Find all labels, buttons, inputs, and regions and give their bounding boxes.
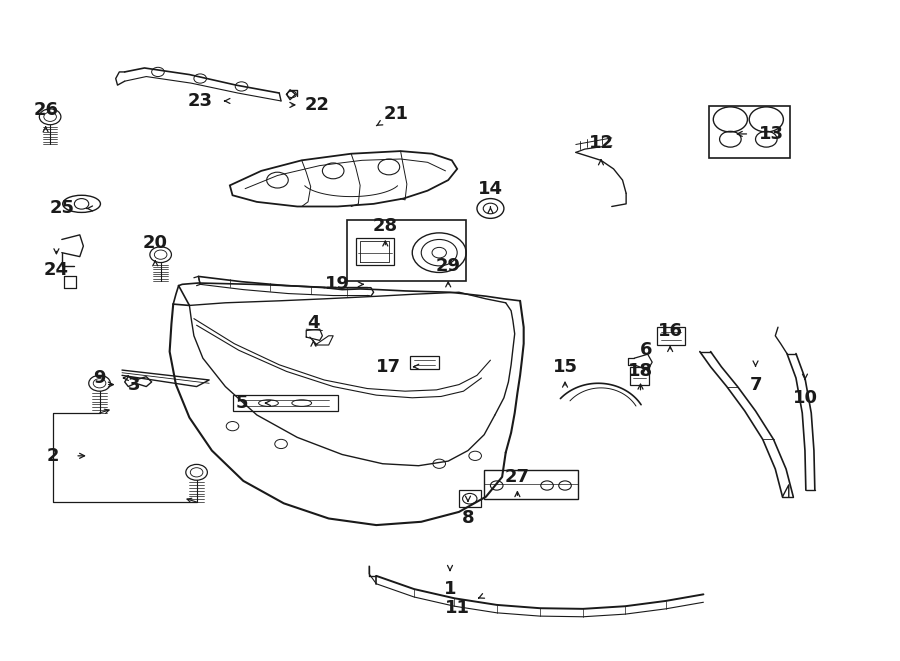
Text: 16: 16 bbox=[658, 321, 683, 340]
Text: 28: 28 bbox=[373, 217, 398, 235]
Text: 25: 25 bbox=[50, 200, 75, 217]
Text: 27: 27 bbox=[505, 468, 530, 486]
Text: 20: 20 bbox=[143, 235, 167, 253]
Text: 26: 26 bbox=[33, 100, 58, 118]
Text: 8: 8 bbox=[462, 510, 474, 527]
Text: 19: 19 bbox=[325, 276, 350, 293]
Text: 14: 14 bbox=[478, 180, 503, 198]
Text: 29: 29 bbox=[436, 257, 461, 275]
Text: 22: 22 bbox=[304, 96, 329, 114]
Text: 10: 10 bbox=[793, 389, 817, 407]
Text: 15: 15 bbox=[553, 358, 578, 376]
Text: 1: 1 bbox=[444, 580, 456, 598]
Text: 11: 11 bbox=[445, 599, 470, 617]
Text: 13: 13 bbox=[760, 125, 784, 143]
Text: 21: 21 bbox=[383, 105, 409, 123]
Text: 3: 3 bbox=[128, 375, 140, 393]
Text: 12: 12 bbox=[589, 134, 614, 151]
Text: 6: 6 bbox=[640, 341, 652, 360]
Text: 23: 23 bbox=[188, 92, 212, 110]
Text: 18: 18 bbox=[628, 362, 653, 380]
Text: 2: 2 bbox=[47, 447, 59, 465]
Text: 24: 24 bbox=[44, 261, 69, 279]
Text: 4: 4 bbox=[307, 313, 320, 332]
Text: 7: 7 bbox=[750, 375, 761, 393]
Text: 5: 5 bbox=[235, 394, 248, 412]
Text: 9: 9 bbox=[94, 369, 106, 387]
Text: 17: 17 bbox=[376, 358, 401, 376]
